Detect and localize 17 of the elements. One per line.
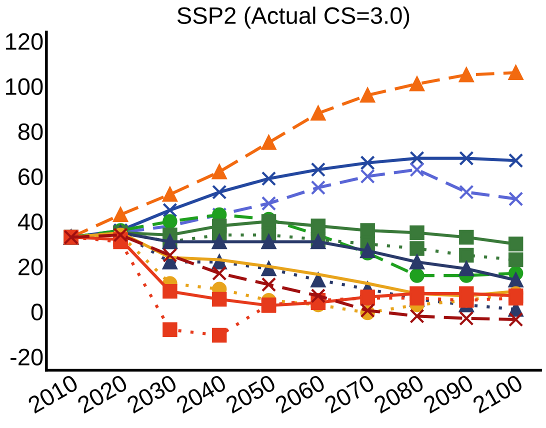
x-tick-label: 2040	[175, 374, 228, 414]
x-tick-label: 2010	[26, 374, 79, 414]
y-tick-label: 100	[6, 78, 43, 95]
chart-title: SSP2 (Actual CS=3.0)	[177, 6, 410, 29]
x-tick-label: 2090	[422, 374, 474, 414]
x-tick-label: 2030	[126, 374, 178, 414]
y-tick-label: 0	[31, 304, 43, 320]
x-tick-label: 2100	[472, 374, 524, 414]
y-tick-label: -20	[10, 348, 43, 366]
y-tick-label: 60	[18, 168, 43, 186]
y-tick-label: 80	[18, 123, 43, 140]
x-tick-label: 2020	[76, 374, 128, 414]
y-tick-label: 120	[6, 33, 43, 50]
y-tick-label: 40	[18, 214, 43, 230]
x-tick-label: 2080	[372, 374, 425, 414]
y-tick-label: 20	[18, 258, 43, 276]
x-tick-label: 2050	[224, 374, 277, 414]
